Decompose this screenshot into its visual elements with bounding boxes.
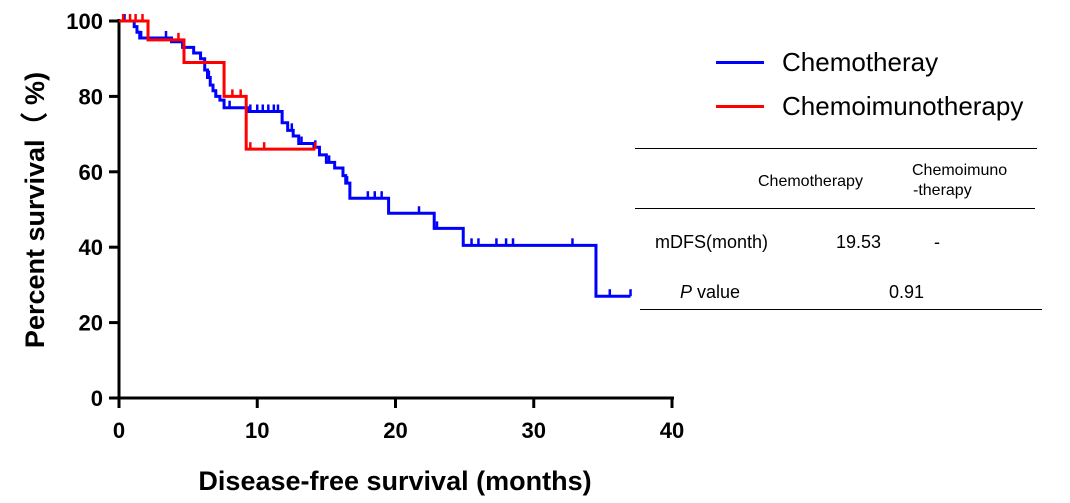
header-chemoimmuno-line2: -therapy: [913, 182, 972, 199]
row-pvalue-value: 0.91: [889, 282, 925, 302]
header-chemotherapy: Chemotherapy: [758, 173, 863, 190]
y-tick-label: 40: [79, 235, 103, 260]
y-tick-label: 20: [79, 311, 103, 336]
series-1: [119, 14, 317, 151]
row-mdfs-chemoimmuno-value: -: [934, 232, 940, 252]
series-0: [119, 14, 632, 298]
legend: Chemotheray Chemoimunotherapy: [716, 40, 1023, 128]
y-tick-label: 100: [66, 9, 103, 34]
header-chemoimmuno-line1: Chemoimuno: [912, 162, 1008, 179]
p-italic: P: [680, 282, 693, 302]
y-tick-label: 60: [79, 160, 103, 185]
x-axis-label: Disease-free survival (months): [198, 466, 591, 496]
series-layer: [119, 14, 632, 298]
y-axis-label: Percent survival（ %): [20, 72, 50, 348]
table-top-rule: [635, 148, 1037, 149]
x-tick-label: 40: [660, 418, 684, 443]
row-pvalue-label: P value: [680, 282, 740, 303]
row-mdfs-label: mDFS(month): [655, 232, 769, 252]
survival-curve: [119, 19, 316, 151]
x-tick-label: 30: [522, 418, 546, 443]
legend-item-chemotheray: Chemotheray: [716, 40, 1023, 84]
row-mdfs-chemo-value: 19.53: [836, 232, 882, 252]
table-header-rule: [635, 208, 1035, 209]
legend-swatch-blue: [716, 60, 764, 64]
legend-swatch-red: [716, 104, 764, 108]
x-tick-label: 0: [113, 418, 125, 443]
legend-item-chemoimunotherapy: Chemoimunotherapy: [716, 84, 1023, 128]
value-word: value: [692, 282, 741, 302]
y-tick-label: 0: [91, 386, 103, 411]
y-tick-label: 80: [79, 84, 103, 109]
stats-table: Chemotherapy Chemoimuno -therapy mDFS(mo…: [630, 148, 1042, 338]
x-tick-label: 10: [245, 418, 269, 443]
legend-label: Chemoimunotherapy: [782, 90, 1024, 121]
x-tick-label: 20: [383, 418, 407, 443]
legend-label: Chemotheray: [782, 46, 939, 77]
axes: 0 20 40 60 80 100 0 10 20 30 40: [66, 9, 684, 443]
table-bottom-rule: [640, 309, 1042, 310]
